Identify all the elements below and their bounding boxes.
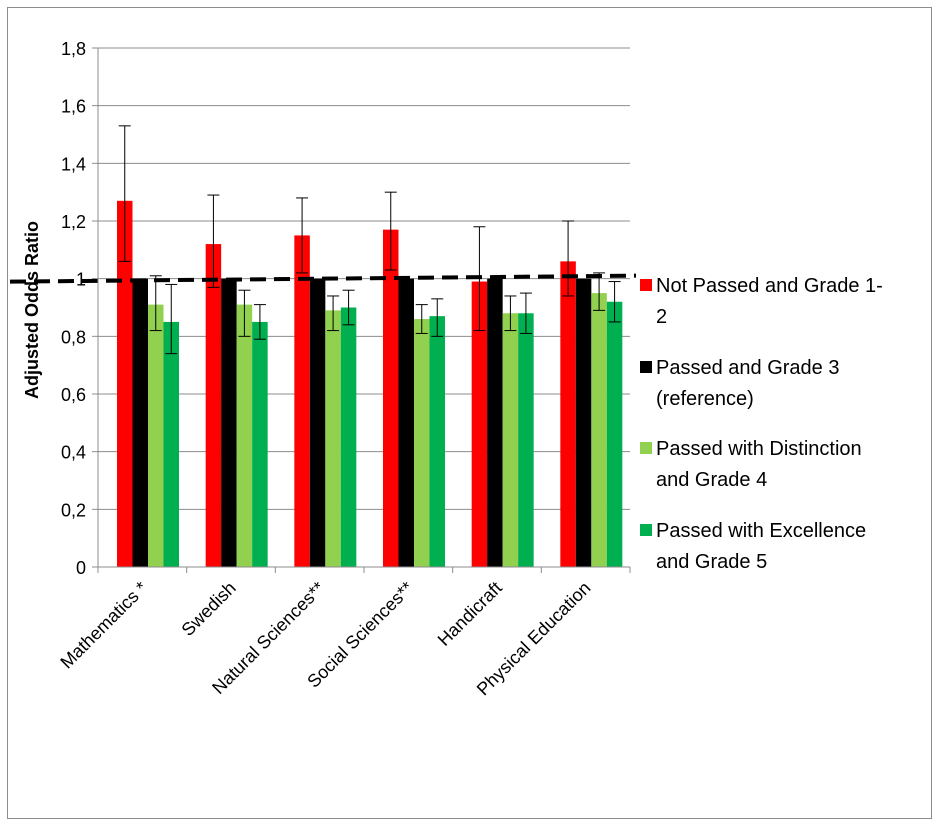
x-axis (97, 48, 631, 573)
bar (205, 244, 222, 568)
y-tick-label: 1 (76, 270, 86, 290)
legend: Not Passed and Grade 1-2 Passed and Grade… (640, 275, 883, 573)
bar (252, 321, 268, 567)
y-tick-label: 0,6 (61, 385, 86, 405)
legend-entry: Not Passed and Grade 1-2 (656, 275, 883, 328)
bar (606, 301, 623, 567)
bar (340, 307, 357, 567)
legend-entry: Passed with Excellence and Grade 5 (656, 520, 866, 573)
bar (502, 313, 519, 567)
bar (575, 278, 592, 567)
legend-swatch (640, 524, 652, 536)
bar (471, 281, 488, 567)
bar (383, 229, 399, 567)
x-tick-label: Swedish (178, 578, 240, 640)
legend-swatch (640, 279, 652, 291)
bar (414, 319, 430, 567)
bar (325, 310, 341, 567)
y-tick-label: 0,2 (61, 500, 86, 520)
grid-lines (98, 47, 630, 510)
y-tick-label: 1,2 (61, 212, 86, 232)
y-tick-label: 1,8 (61, 39, 86, 59)
y-tick-label: 0,8 (61, 327, 86, 347)
bar (117, 200, 133, 568)
error-bars (118, 125, 621, 355)
x-tick-label: Handicraft (434, 578, 506, 650)
bar (309, 278, 326, 567)
x-tick-label: Mathematics * (56, 578, 151, 673)
bars (117, 200, 623, 568)
y-tick-label: 1,4 (61, 154, 86, 174)
y-tick-label: 0 (76, 558, 86, 578)
bar (487, 278, 503, 567)
bar (591, 293, 607, 567)
legend-entry: Passed with Distinction and Grade 4 (656, 438, 862, 491)
legend-swatch (640, 442, 652, 454)
bar (398, 278, 414, 567)
bar (221, 278, 237, 567)
bar (518, 313, 534, 567)
bar (429, 316, 445, 567)
reference-line (9, 273, 637, 284)
y-tick-label: 1,6 (61, 97, 86, 117)
bar (294, 235, 310, 567)
bar (132, 278, 148, 567)
bar (560, 261, 576, 567)
legend-swatch (640, 361, 652, 373)
legend-entry: Passed and Grade 3 (reference) (656, 357, 839, 410)
y-axis-ticks: 0 0,2 0,4 0,6 0,8 1 1,2 1,4 1,6 1,8 (61, 39, 98, 578)
bar (148, 304, 164, 567)
bar (236, 304, 253, 567)
y-axis-label: Adjusted Odds Ratio (22, 221, 42, 399)
y-tick-label: 0,4 (61, 443, 86, 463)
bar (163, 321, 179, 567)
